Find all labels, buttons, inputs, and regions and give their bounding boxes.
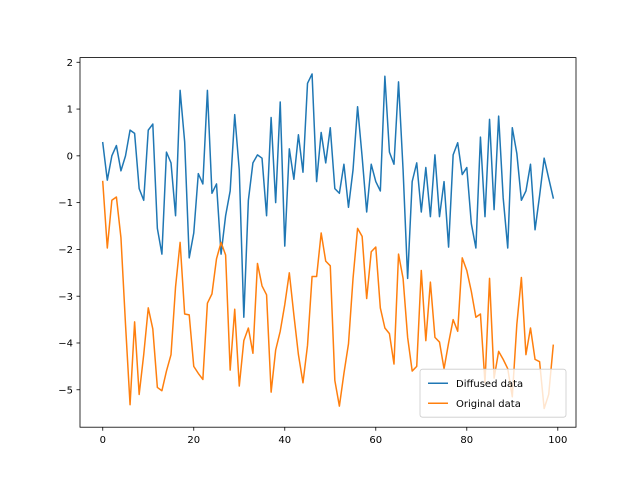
series-line-0	[101, 73, 555, 319]
legend-box	[419, 368, 567, 418]
y-tick-label: 0	[67, 151, 73, 162]
y-tick-label: −1	[58, 198, 73, 209]
y-tick-label: 2	[67, 58, 73, 69]
x-tick-label: 80	[460, 435, 473, 446]
x-tick-label: 60	[369, 435, 382, 446]
y-tick-label: −4	[58, 339, 73, 350]
legend-label-0: Diffused data	[456, 379, 523, 390]
plot-frame	[79, 57, 577, 428]
x-tick-label: 0	[100, 435, 106, 446]
series-line-1	[101, 180, 555, 410]
x-axis: 0 20 40 60 80 100	[100, 427, 567, 446]
x-tick-label: 20	[187, 435, 200, 446]
series-layer	[101, 73, 555, 410]
y-axis: 2 1 0 −1 −2 −3 −4 −5	[58, 58, 80, 396]
y-tick-label: −5	[58, 385, 73, 396]
y-tick-label: 1	[67, 105, 73, 116]
x-tick-label: 100	[548, 435, 567, 446]
x-tick-label: 40	[278, 435, 291, 446]
y-tick-label: −2	[58, 245, 73, 256]
legend-label-1: Original data	[456, 399, 521, 410]
y-tick-label: −3	[58, 292, 73, 303]
legend: Diffused data Original data	[419, 368, 567, 418]
